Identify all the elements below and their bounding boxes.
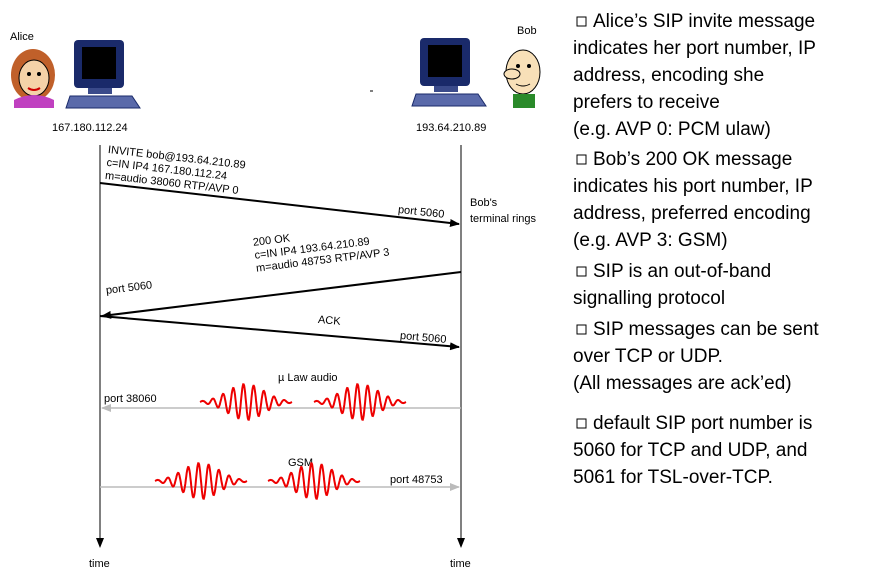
- bullet-text: Alice’s SIP invite message: [593, 11, 815, 32]
- invite-arrow: [100, 183, 459, 224]
- message: 200 OKc=IN IP4 193.64.210.89m=audio 4875…: [252, 221, 390, 275]
- message: ACK: [317, 314, 341, 328]
- port-label: port 48753: [390, 474, 443, 486]
- bullet-text: over TCP or UDP.: [573, 346, 723, 367]
- waveform: [314, 384, 406, 419]
- diagram: Alice Bob 167.180.112.24 193.64.210.89 t…: [0, 0, 872, 571]
- bob-ip: 193.64.210.89: [416, 122, 486, 134]
- ok-arrow: [102, 272, 461, 316]
- alice-computer: [66, 40, 140, 108]
- bullet-box: [577, 17, 586, 26]
- bullet-text: signalling protocol: [573, 288, 725, 309]
- bullet-text: prefers to receive: [573, 92, 720, 113]
- time-label: time: [450, 558, 471, 570]
- bullet-text: (e.g. AVP 0: PCM ulaw): [573, 119, 771, 140]
- bullet-text: Bob’s 200 OK message: [593, 149, 792, 170]
- bob-note: terminal rings: [470, 213, 537, 225]
- bullet-text: (e.g. AVP 3: GSM): [573, 230, 728, 251]
- port-label: port 38060: [104, 393, 157, 405]
- bob-icon: [504, 50, 540, 108]
- bob-note: Bob's: [470, 197, 498, 209]
- alice-name: Alice: [10, 31, 34, 43]
- message-text: ACK: [317, 314, 341, 328]
- port: port 5060: [399, 330, 446, 346]
- waveform: [268, 463, 360, 498]
- port-label: port 5060: [105, 279, 153, 297]
- bullet-text: address, encoding she: [573, 65, 764, 86]
- message: INVITE bob@193.64.210.89c=IN IP4 167.180…: [104, 144, 246, 197]
- bullet-text: 5060 for TCP and UDP, and: [573, 440, 808, 461]
- bullet-box: [577, 267, 586, 276]
- alice-icon: [11, 49, 55, 108]
- time-label: time: [89, 558, 110, 570]
- bullet-text: SIP is an out-of-band: [593, 261, 771, 282]
- media-label: µ Law audio: [278, 372, 338, 384]
- bob-name: Bob: [517, 25, 537, 37]
- bullet-box: [577, 419, 586, 428]
- bob-computer: [412, 38, 486, 106]
- bullet-text: indicates his port number, IP: [573, 176, 813, 197]
- alice-ip: 167.180.112.24: [52, 122, 128, 134]
- bullet-text: default SIP port number is: [593, 413, 812, 434]
- bullet-text: (All messages are ack’ed): [573, 373, 792, 394]
- bullet-text: indicates her port number, IP: [573, 38, 816, 59]
- bullet-text: 5061 for TSL-over-TCP.: [573, 467, 773, 488]
- bullet-box: [577, 325, 586, 334]
- bullet-text: address, preferred encoding: [573, 203, 811, 224]
- port: port 5060: [105, 279, 153, 297]
- bullet-text: SIP messages can be sent: [593, 319, 819, 340]
- waveform: [155, 463, 247, 498]
- bullet-box: [577, 155, 586, 164]
- port-label: port 5060: [399, 330, 446, 346]
- waveform: [200, 384, 292, 419]
